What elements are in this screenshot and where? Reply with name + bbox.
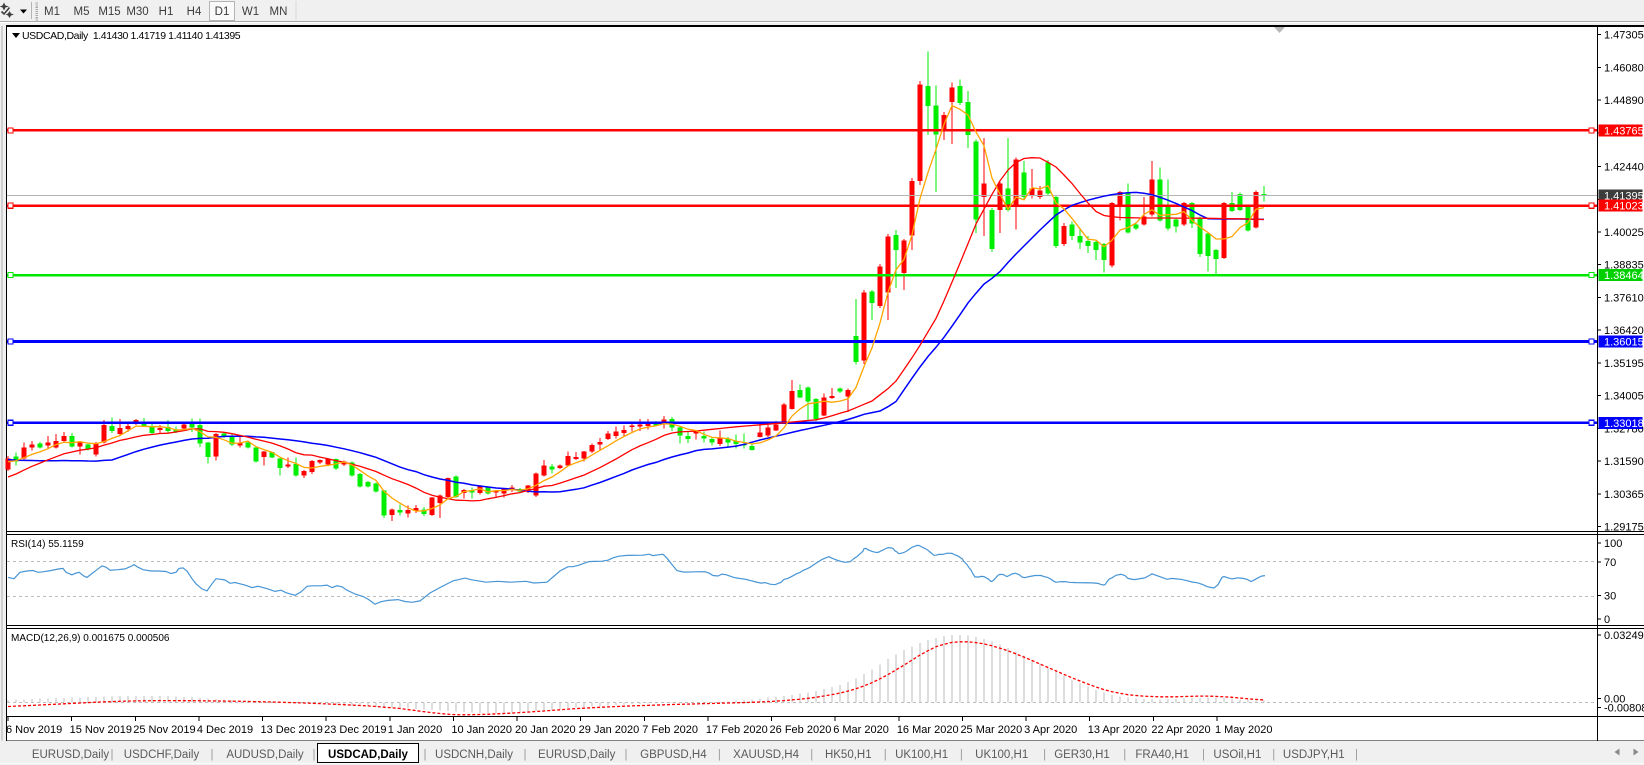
svg-text:15 Nov 2019: 15 Nov 2019 <box>70 724 132 736</box>
svg-text:1.38835: 1.38835 <box>1604 259 1644 271</box>
svg-text:|: | <box>424 749 427 761</box>
svg-text:1.36420: 1.36420 <box>1604 325 1644 337</box>
svg-text:USDCHF,Daily: USDCHF,Daily <box>124 749 200 761</box>
svg-text:EURUSD,Daily: EURUSD,Daily <box>32 749 110 761</box>
svg-text:UK100,H1: UK100,H1 <box>895 749 948 761</box>
svg-text:1 Jan 2020: 1 Jan 2020 <box>388 724 442 736</box>
svg-text:UK100,H1: UK100,H1 <box>975 749 1028 761</box>
svg-text:|: | <box>1355 749 1358 761</box>
svg-text:USOil,H1: USOil,H1 <box>1213 749 1261 761</box>
svg-text:29 Jan 2020: 29 Jan 2020 <box>579 724 640 736</box>
svg-text:USDJPY,H1: USDJPY,H1 <box>1283 749 1345 761</box>
svg-text:USDCNH,Daily: USDCNH,Daily <box>435 749 513 761</box>
svg-text:GER30,H1: GER30,H1 <box>1054 749 1110 761</box>
svg-text:1.37610: 1.37610 <box>1604 293 1644 305</box>
svg-text:GBPUSD,H4: GBPUSD,H4 <box>640 749 707 761</box>
svg-text:-0.008086: -0.008086 <box>1604 702 1644 714</box>
svg-text:6 Mar 2020: 6 Mar 2020 <box>833 724 889 736</box>
svg-text:1.43765: 1.43765 <box>1604 125 1644 137</box>
svg-text:1.47305: 1.47305 <box>1604 29 1644 41</box>
svg-text:20 Jan 2020: 20 Jan 2020 <box>515 724 576 736</box>
svg-text:|: | <box>1202 749 1205 761</box>
svg-text:1.35195: 1.35195 <box>1604 358 1644 370</box>
svg-text:1.40025: 1.40025 <box>1604 227 1644 239</box>
svg-text:1.42440: 1.42440 <box>1604 161 1644 173</box>
svg-text:1.29175: 1.29175 <box>1604 522 1644 534</box>
svg-text:1.30365: 1.30365 <box>1604 489 1644 501</box>
svg-text:AUDUSD,Daily: AUDUSD,Daily <box>226 749 304 761</box>
svg-text:6 Nov 2019: 6 Nov 2019 <box>6 724 62 736</box>
svg-text:13 Apr 2020: 13 Apr 2020 <box>1088 724 1147 736</box>
svg-text:70: 70 <box>1604 557 1616 569</box>
svg-text:0: 0 <box>1604 614 1610 626</box>
svg-text:MN: MN <box>270 6 288 18</box>
svg-text:M1: M1 <box>44 6 60 18</box>
svg-text:1.41023: 1.41023 <box>1604 201 1644 213</box>
svg-text:23 Dec 2019: 23 Dec 2019 <box>324 724 386 736</box>
svg-text:7 Feb 2020: 7 Feb 2020 <box>642 724 698 736</box>
svg-text:M5: M5 <box>74 6 90 18</box>
svg-text:EURUSD,Daily: EURUSD,Daily <box>538 749 616 761</box>
svg-text:|: | <box>960 749 963 761</box>
svg-text:0.00: 0.00 <box>1604 694 1625 706</box>
svg-text:1.46080: 1.46080 <box>1604 63 1644 75</box>
svg-text:H4: H4 <box>187 6 202 18</box>
svg-text:26 Feb 2020: 26 Feb 2020 <box>770 724 832 736</box>
svg-text:|: | <box>1123 749 1126 761</box>
svg-text:100: 100 <box>1604 538 1622 550</box>
svg-text:4 Dec 2019: 4 Dec 2019 <box>197 724 253 736</box>
svg-text:1.41395: 1.41395 <box>1604 191 1644 203</box>
svg-text:30: 30 <box>1604 590 1616 602</box>
svg-text:|: | <box>810 749 813 761</box>
svg-text:10 Jan 2020: 10 Jan 2020 <box>451 724 512 736</box>
svg-text:|: | <box>718 749 721 761</box>
svg-text:XAUUSD,H4: XAUUSD,H4 <box>733 749 799 761</box>
svg-text:|: | <box>1272 749 1275 761</box>
svg-text:16 Mar 2020: 16 Mar 2020 <box>897 724 959 736</box>
svg-text:|: | <box>625 749 628 761</box>
svg-text:|: | <box>1043 749 1046 761</box>
svg-text:W1: W1 <box>242 6 259 18</box>
svg-text:USDCAD,Daily 1.41430 1.41719: USDCAD,Daily 1.41430 1.41719 1.41140 1.4… <box>22 30 241 42</box>
svg-text:H1: H1 <box>159 6 174 18</box>
svg-text:17 Feb 2020: 17 Feb 2020 <box>706 724 768 736</box>
svg-text:MACD(12,26,9) 0.001675 0.00050: MACD(12,26,9) 0.001675 0.000506 <box>11 633 170 644</box>
svg-text:3 Apr 2020: 3 Apr 2020 <box>1024 724 1077 736</box>
svg-text:|: | <box>884 749 887 761</box>
svg-text:HK50,H1: HK50,H1 <box>825 749 872 761</box>
svg-text:M15: M15 <box>98 6 120 18</box>
svg-text:D1: D1 <box>215 6 230 18</box>
svg-text:|: | <box>524 749 527 761</box>
svg-text:1.34005: 1.34005 <box>1604 390 1644 402</box>
svg-text:0.032493: 0.032493 <box>1604 630 1644 642</box>
svg-text:1.31590: 1.31590 <box>1604 456 1644 468</box>
svg-text:|: | <box>211 749 214 761</box>
svg-text:|: | <box>111 749 114 761</box>
svg-text:1.44890: 1.44890 <box>1604 95 1644 107</box>
svg-text:25 Nov 2019: 25 Nov 2019 <box>133 724 195 736</box>
svg-text:1.33018: 1.33018 <box>1604 418 1644 430</box>
svg-text:FRA40,H1: FRA40,H1 <box>1135 749 1189 761</box>
svg-text:13 Dec 2019: 13 Dec 2019 <box>261 724 323 736</box>
svg-text:|: | <box>313 749 316 761</box>
svg-text:USDCAD,Daily: USDCAD,Daily <box>328 749 408 761</box>
svg-text:25 Mar 2020: 25 Mar 2020 <box>960 724 1022 736</box>
svg-text:M30: M30 <box>126 6 148 18</box>
svg-text:1.38464: 1.38464 <box>1604 270 1644 282</box>
svg-text:1 May 2020: 1 May 2020 <box>1215 724 1272 736</box>
svg-text:22 Apr 2020: 22 Apr 2020 <box>1151 724 1210 736</box>
svg-text:1.36015: 1.36015 <box>1604 337 1644 349</box>
svg-text:RSI(14) 55.1159: RSI(14) 55.1159 <box>11 539 84 550</box>
